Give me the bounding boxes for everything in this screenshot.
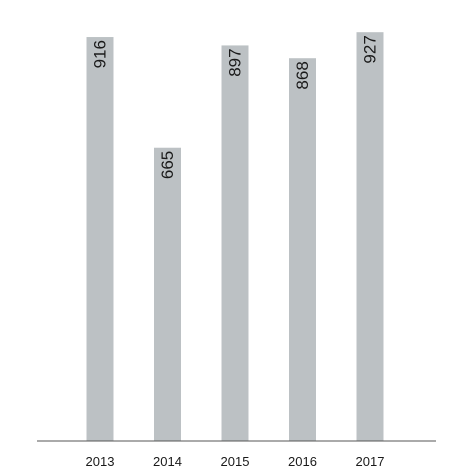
bars-group (86, 32, 384, 442)
x-tick-label-2013: 2013 (86, 454, 115, 469)
bar-value-label-2013: 916 (91, 40, 110, 68)
x-tick-label-2016: 2016 (288, 454, 317, 469)
bar-value-label-2014: 665 (158, 151, 177, 179)
x-tick-labels-group: 2013 2014 2015 2016 2017 (86, 454, 385, 469)
bar-value-label-2016: 868 (293, 61, 312, 89)
bar-value-label-2015: 897 (226, 48, 245, 76)
x-tick-label-2017: 2017 (356, 454, 385, 469)
bar-2016 (289, 58, 316, 441)
bar-2014 (154, 147, 181, 442)
bar-labels-group: 916 665 897 868 927 (91, 35, 380, 179)
bar-2013 (86, 37, 114, 441)
bar-value-label-2017: 927 (361, 35, 380, 63)
x-tick-label-2014: 2014 (153, 454, 182, 469)
x-tick-label-2015: 2015 (221, 454, 250, 469)
bar-2015 (221, 45, 249, 441)
bar-2017 (356, 32, 384, 442)
